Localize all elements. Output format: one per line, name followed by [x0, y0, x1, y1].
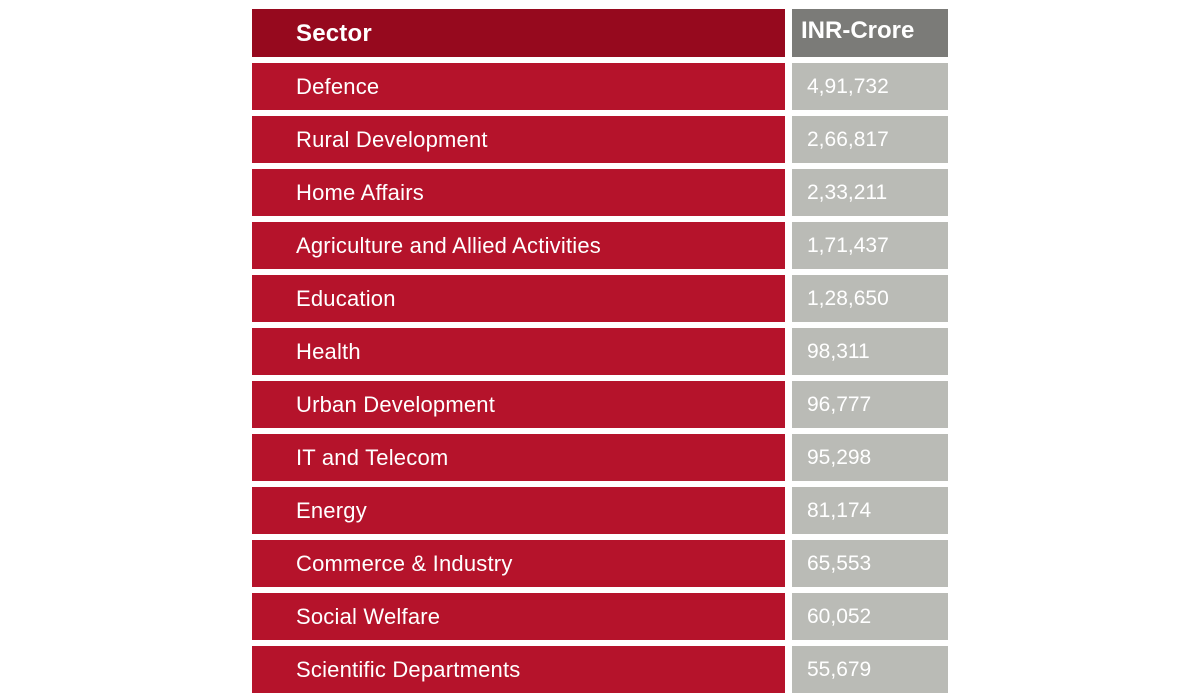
value-cell: 81,174	[792, 487, 948, 534]
table-row: Defence 4,91,732	[252, 63, 948, 110]
header-inr-crore: INR-Crore	[792, 9, 948, 57]
value-cell: 65,553	[792, 540, 948, 587]
value-cell: 2,33,211	[792, 169, 948, 216]
table-row: Health 98,311	[252, 328, 948, 375]
sector-cell: IT and Telecom	[252, 434, 785, 481]
sector-cell: Commerce & Industry	[252, 540, 785, 587]
sector-cell: Scientific Departments	[252, 646, 785, 693]
sector-cell: Energy	[252, 487, 785, 534]
table-row: Commerce & Industry 65,553	[252, 540, 948, 587]
table-row: Energy 81,174	[252, 487, 948, 534]
value-cell: 2,66,817	[792, 116, 948, 163]
header-sector: Sector	[252, 9, 785, 57]
sector-cell: Agriculture and Allied Activities	[252, 222, 785, 269]
sector-allocation-table: Sector INR-Crore Defence 4,91,732 Rural De…	[252, 9, 948, 699]
table-row: Rural Development 2,66,817	[252, 116, 948, 163]
table-row: Agriculture and Allied Activities 1,71,43…	[252, 222, 948, 269]
sector-cell: Rural Development	[252, 116, 785, 163]
value-cell: 4,91,732	[792, 63, 948, 110]
table-row: Education 1,28,650	[252, 275, 948, 322]
sector-cell: Urban Development	[252, 381, 785, 428]
sector-cell: Social Welfare	[252, 593, 785, 640]
value-cell: 96,777	[792, 381, 948, 428]
table-row: Social Welfare 60,052	[252, 593, 948, 640]
value-cell: 1,71,437	[792, 222, 948, 269]
value-cell: 55,679	[792, 646, 948, 693]
table-body: Defence 4,91,732 Rural Development 2,66,817…	[252, 63, 948, 693]
sector-cell: Defence	[252, 63, 785, 110]
value-cell: 1,28,650	[792, 275, 948, 322]
value-cell: 98,311	[792, 328, 948, 375]
value-cell: 95,298	[792, 434, 948, 481]
table-row: Urban Development 96,777	[252, 381, 948, 428]
sector-cell: Education	[252, 275, 785, 322]
sector-cell: Health	[252, 328, 785, 375]
table-row: IT and Telecom 95,298	[252, 434, 948, 481]
value-cell: 60,052	[792, 593, 948, 640]
table-row: Home Affairs 2,33,211	[252, 169, 948, 216]
table-row: Scientific Departments 55,679	[252, 646, 948, 693]
sector-cell: Home Affairs	[252, 169, 785, 216]
table-header-row: Sector INR-Crore	[252, 9, 948, 57]
